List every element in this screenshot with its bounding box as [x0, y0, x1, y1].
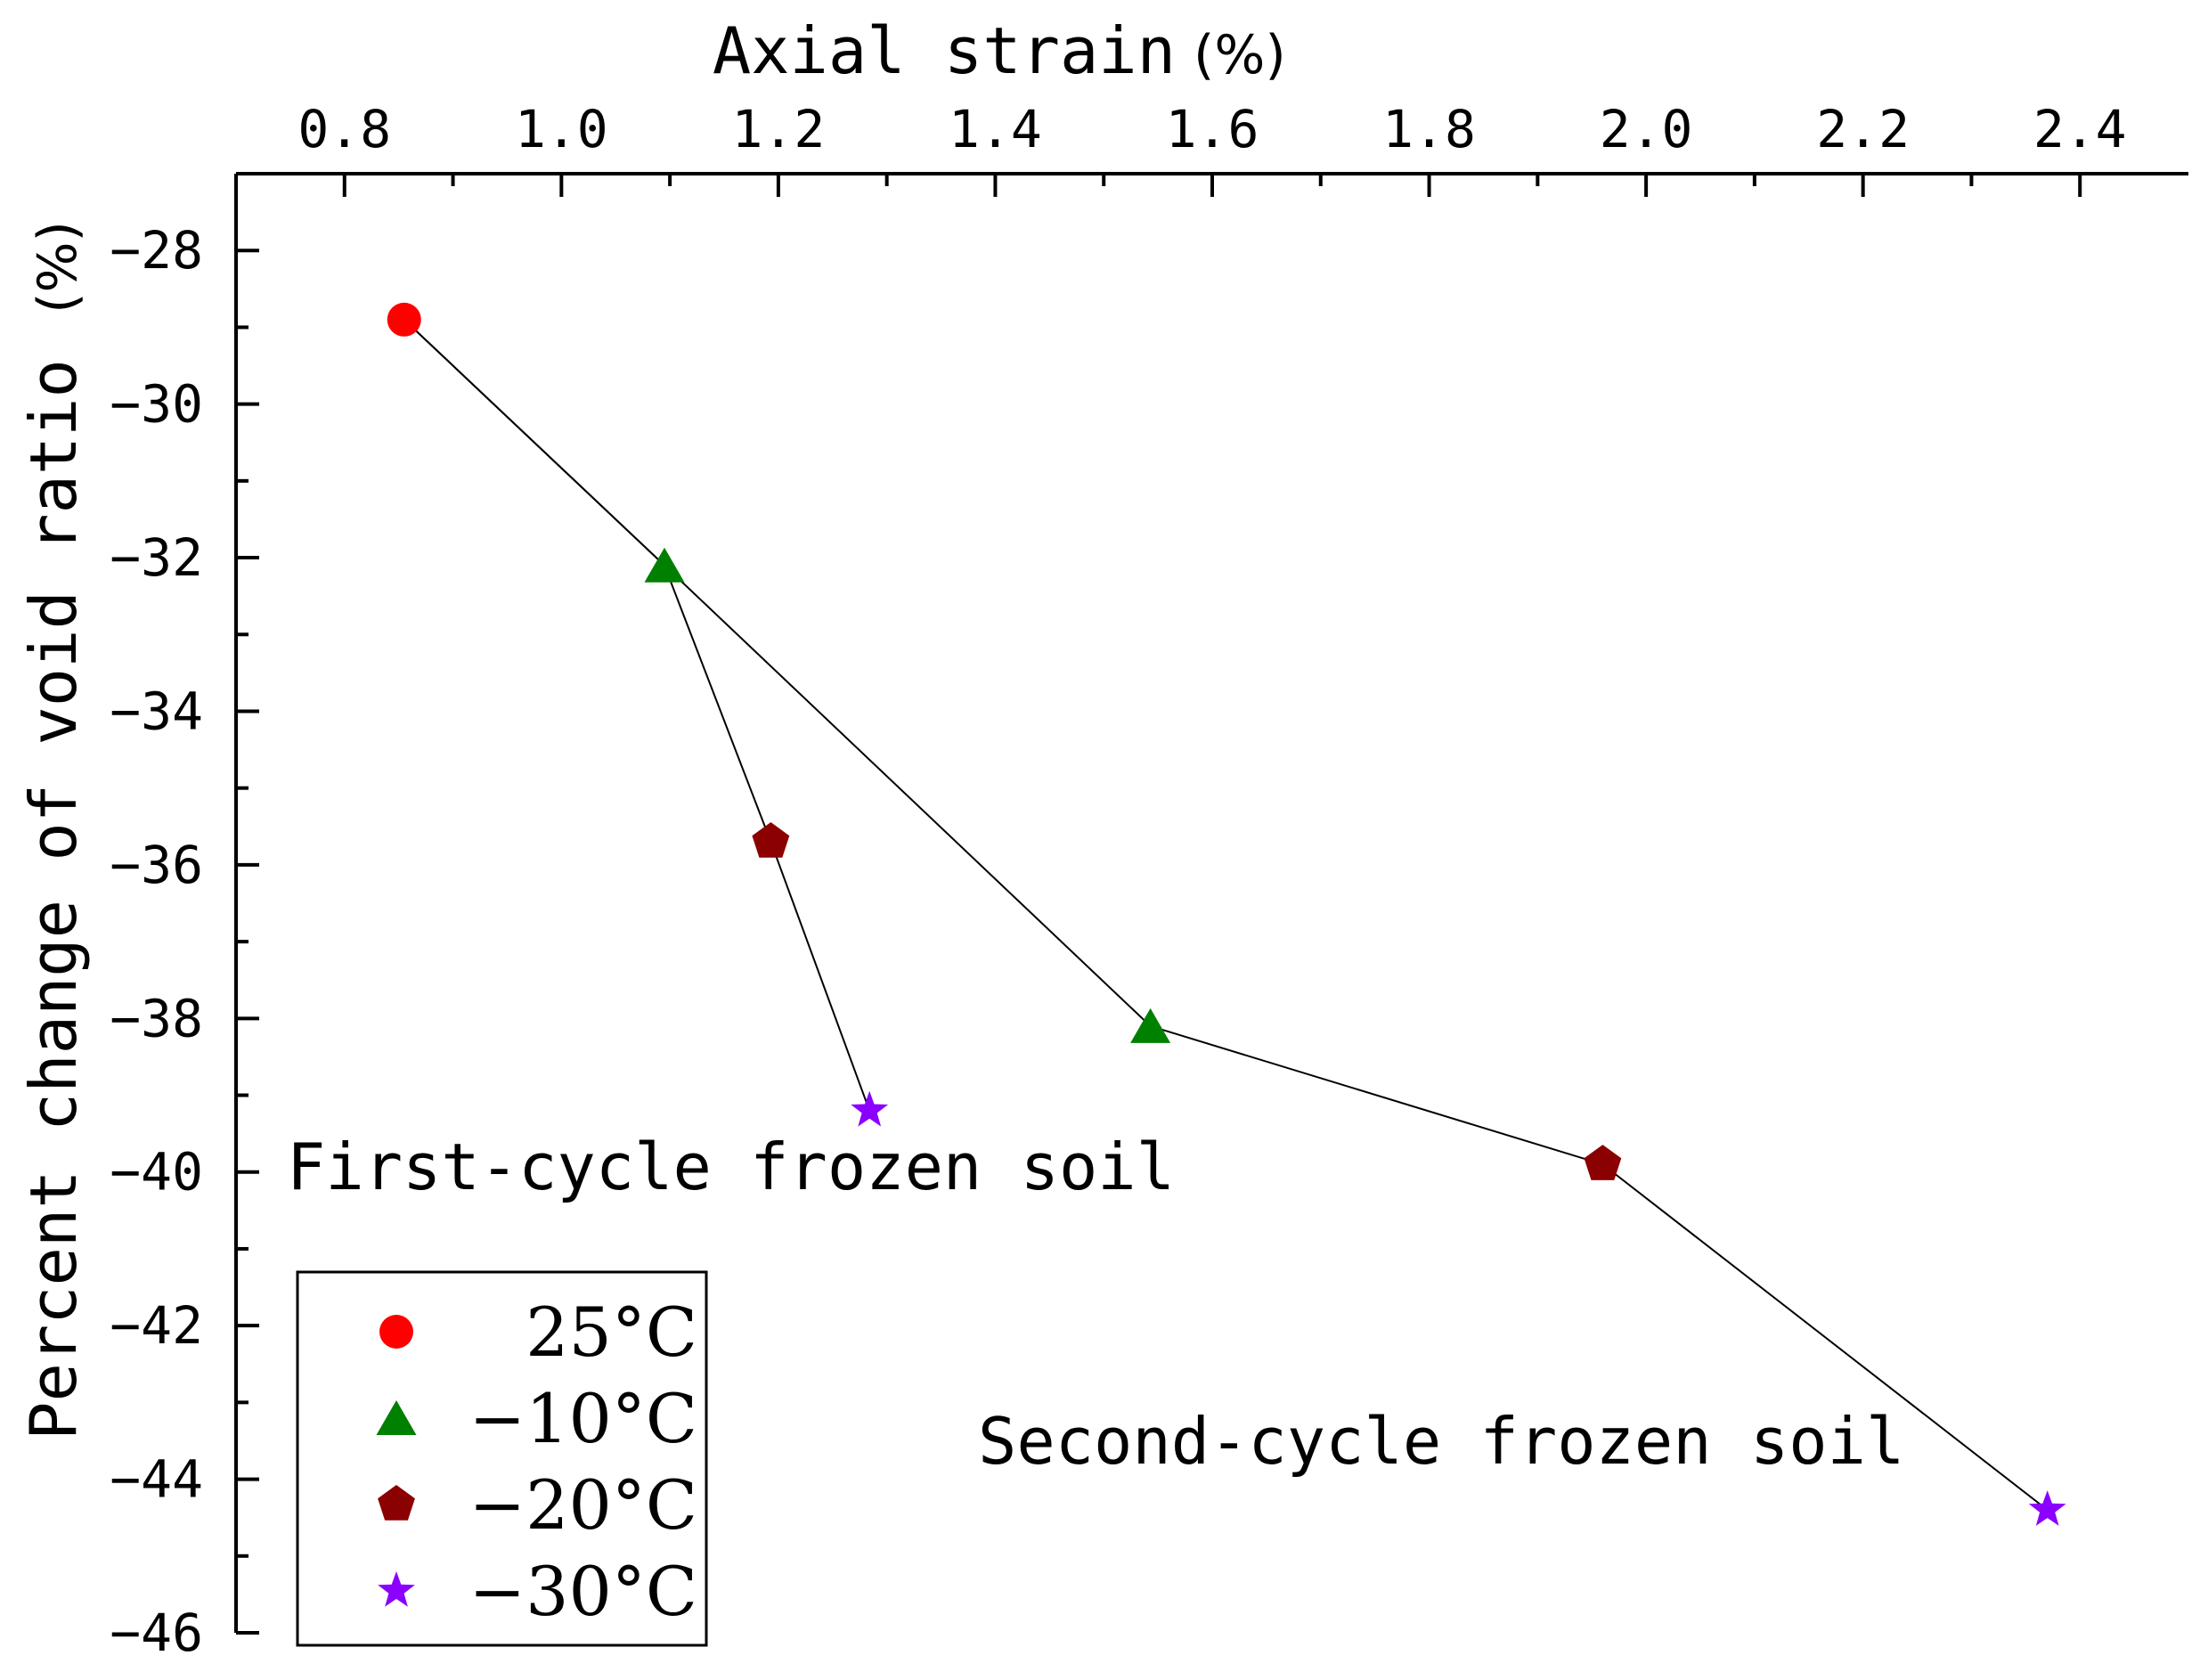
- x-tick-label: 1.8: [1382, 99, 1476, 159]
- legend: 25°C−10°C−20°C−30°C: [296, 1270, 708, 1647]
- data-point: [851, 1090, 889, 1127]
- x-tick-label: 1.4: [949, 99, 1042, 159]
- x-axis-unit: (%): [1194, 24, 1286, 86]
- legend-label: −30°C: [468, 1552, 697, 1631]
- x-tick-label: 1.6: [1166, 99, 1259, 159]
- y-tick-label: −40: [110, 1142, 203, 1203]
- data-point: [1130, 1007, 1171, 1043]
- y-axis-unit-group: (%): [27, 221, 89, 314]
- legend-marker: [376, 1400, 417, 1435]
- legend-marker: [378, 1571, 415, 1607]
- x-tick-label: 2.4: [2033, 99, 2127, 159]
- data-point: [387, 302, 421, 337]
- x-ticks: 0.8 1.0 1.2 1.4 1.6 1.8 2.0 2.2 2.4: [234, 99, 2127, 197]
- legend-marker: [379, 1315, 413, 1349]
- y-tick-label: −46: [110, 1603, 203, 1663]
- annotation-second-cycle: Second-cycle frozen soil: [978, 1404, 1904, 1479]
- y-axis-title: Percent change of void ratio: [16, 359, 91, 1440]
- y-tick-label: −28: [110, 220, 203, 281]
- data-point: [1584, 1145, 1622, 1180]
- series-line-1: [403, 319, 871, 1112]
- legend-label: −20°C: [468, 1465, 697, 1545]
- y-tick-label: −42: [110, 1295, 203, 1356]
- y-tick-label: −44: [110, 1449, 203, 1510]
- legend-label: 25°C: [526, 1293, 697, 1372]
- y-tick-label: −38: [110, 988, 203, 1048]
- x-tick-label: 2.0: [1600, 99, 1693, 159]
- y-tick-label: −34: [110, 681, 203, 741]
- y-ticks: −28 −30 −32 −34 −36 −38 −40 −42 −44 −46: [110, 220, 259, 1663]
- x-tick-label: 0.8: [297, 99, 391, 159]
- y-tick-label: −36: [110, 835, 203, 895]
- x-tick-label: 1.2: [732, 99, 826, 159]
- data-point: [644, 547, 685, 583]
- legend-box: [296, 1270, 708, 1647]
- data-point: [752, 822, 790, 858]
- y-axis-unit: (%): [27, 221, 89, 314]
- x-axis-title: Axial strain: [713, 13, 1176, 88]
- x-tick-label: 1.0: [515, 99, 608, 159]
- legend-label: −10°C: [468, 1379, 697, 1458]
- annotation-first-cycle: First-cycle frozen soil: [287, 1130, 1175, 1204]
- y-tick-label: −32: [110, 527, 203, 588]
- x-tick-label: 2.2: [1816, 99, 1910, 159]
- data-markers: [387, 302, 2066, 1526]
- y-axis-title-group: Percent change of void ratio: [16, 359, 91, 1440]
- data-point: [2028, 1490, 2066, 1526]
- y-tick-label: −30: [110, 374, 203, 435]
- legend-marker: [378, 1485, 415, 1521]
